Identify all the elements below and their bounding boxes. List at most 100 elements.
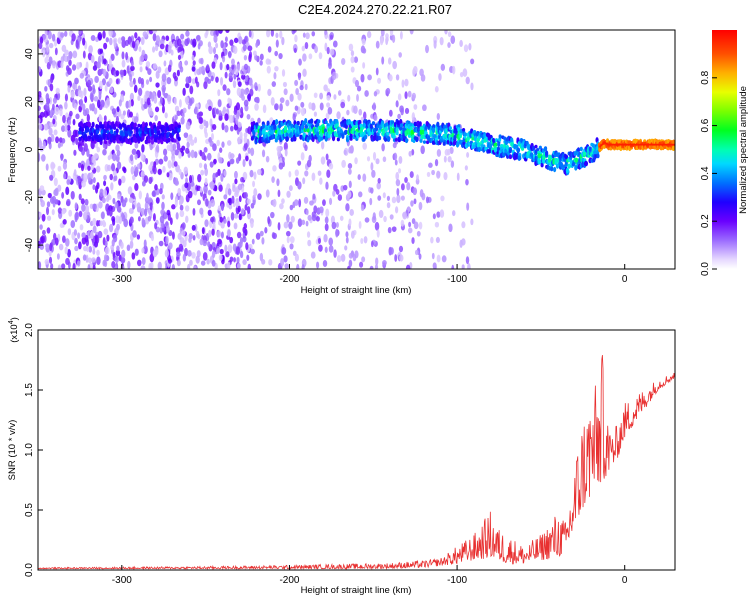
heatmap-cell bbox=[64, 246, 68, 255]
heatmap-cell bbox=[205, 198, 209, 207]
heatmap-cell bbox=[272, 198, 277, 208]
heatmap-cell bbox=[341, 159, 346, 168]
y-tick-label: 0.5 bbox=[24, 503, 35, 517]
heatmap-cell bbox=[141, 135, 145, 141]
heatmap-cell bbox=[87, 257, 92, 264]
y-tick-label: 2.0 bbox=[24, 323, 35, 337]
heatmap-cell bbox=[134, 153, 138, 160]
heatmap-cell bbox=[175, 212, 179, 220]
heatmap-cell bbox=[73, 149, 77, 156]
heatmap-cell bbox=[132, 230, 137, 238]
heatmap-cell bbox=[38, 42, 43, 50]
heatmap-cell bbox=[201, 227, 205, 235]
heatmap-cell bbox=[419, 189, 424, 198]
heatmap-cell bbox=[439, 36, 444, 46]
heatmap-cell bbox=[75, 137, 79, 145]
heatmap-cell bbox=[152, 46, 156, 53]
heatmap-cell bbox=[543, 146, 547, 152]
heatmap-cell bbox=[411, 237, 415, 245]
heatmap-cell bbox=[112, 197, 116, 205]
heatmap-cell bbox=[356, 93, 359, 102]
heatmap-cell bbox=[317, 119, 321, 124]
heatmap-cell bbox=[470, 82, 474, 91]
heatmap-cell bbox=[169, 217, 173, 225]
heatmap-cell bbox=[190, 149, 195, 159]
heatmap-cell bbox=[70, 220, 76, 229]
heatmap-cell bbox=[97, 32, 103, 41]
heatmap-cell bbox=[281, 69, 286, 77]
heatmap-cell bbox=[116, 245, 120, 252]
heatmap-cell bbox=[232, 80, 237, 89]
heatmap-cell bbox=[443, 155, 447, 163]
heatmap-cell bbox=[109, 173, 114, 181]
heatmap-cell bbox=[452, 140, 457, 146]
heatmap-cell bbox=[203, 163, 208, 170]
heatmap-cell bbox=[320, 141, 325, 150]
heatmap-cell bbox=[228, 203, 233, 210]
heatmap-cell bbox=[80, 127, 85, 133]
heatmap-cell bbox=[114, 255, 119, 263]
spectrogram-x-label: Height of straight line (km) bbox=[301, 285, 412, 296]
heatmap-cell bbox=[176, 110, 181, 117]
heatmap-cell bbox=[502, 136, 507, 141]
heatmap-cell bbox=[279, 97, 285, 104]
heatmap-cell bbox=[121, 51, 125, 60]
heatmap-cell bbox=[596, 153, 600, 159]
heatmap-cell bbox=[140, 207, 146, 216]
heatmap-cell bbox=[226, 63, 230, 71]
heatmap-cell bbox=[62, 235, 66, 244]
heatmap-cell bbox=[207, 78, 212, 84]
heatmap-cell bbox=[149, 76, 153, 83]
heatmap-cell bbox=[143, 53, 148, 60]
heatmap-cell bbox=[416, 174, 419, 181]
heatmap-cell bbox=[157, 168, 162, 175]
heatmap-cell bbox=[166, 209, 171, 216]
heatmap-cell bbox=[206, 152, 212, 161]
heatmap-cell bbox=[39, 36, 44, 45]
heatmap-cell bbox=[380, 30, 385, 37]
heatmap-cell bbox=[154, 114, 158, 122]
heatmap-cell bbox=[48, 127, 53, 136]
heatmap-cell bbox=[150, 233, 155, 242]
heatmap-cell bbox=[397, 136, 401, 141]
heatmap-cell bbox=[397, 113, 401, 120]
heatmap-cell bbox=[449, 146, 454, 155]
heatmap-cell bbox=[84, 204, 90, 213]
heatmap-cell bbox=[76, 62, 81, 70]
heatmap-cell bbox=[178, 199, 183, 206]
heatmap-cell bbox=[60, 153, 64, 162]
heatmap-cell bbox=[221, 141, 225, 148]
heatmap-cell bbox=[323, 234, 328, 243]
heatmap-cell bbox=[438, 73, 442, 81]
heatmap-cell bbox=[324, 30, 328, 36]
heatmap-cell bbox=[316, 261, 320, 269]
heatmap-cell bbox=[249, 169, 254, 178]
heatmap-cell bbox=[452, 65, 456, 75]
heatmap-cell bbox=[413, 104, 418, 110]
heatmap-cell bbox=[298, 73, 301, 81]
heatmap-cell bbox=[182, 107, 187, 114]
heatmap-cell bbox=[593, 150, 597, 155]
heatmap-cell bbox=[52, 103, 55, 111]
heatmap-cell bbox=[88, 135, 92, 140]
heatmap-cell bbox=[375, 67, 379, 76]
heatmap-cell bbox=[138, 87, 143, 97]
heatmap-cell bbox=[140, 97, 144, 106]
heatmap-cell bbox=[210, 75, 214, 82]
heatmap-cell bbox=[386, 131, 390, 136]
heatmap-cell bbox=[134, 183, 139, 191]
heatmap-cell bbox=[206, 64, 210, 71]
heatmap-cell bbox=[333, 183, 338, 192]
heatmap-cell bbox=[395, 127, 399, 133]
heatmap-cell bbox=[101, 211, 105, 220]
heatmap-cell bbox=[253, 171, 257, 180]
heatmap-cell bbox=[397, 93, 402, 101]
heatmap-cell bbox=[407, 90, 412, 98]
heatmap-cell bbox=[215, 172, 219, 178]
heatmap-cell bbox=[328, 245, 334, 253]
heatmap-cell bbox=[78, 193, 82, 201]
heatmap-cell bbox=[389, 214, 394, 220]
heatmap-cell bbox=[61, 138, 66, 144]
heatmap-cell bbox=[191, 66, 196, 72]
heatmap-cell bbox=[217, 99, 222, 108]
